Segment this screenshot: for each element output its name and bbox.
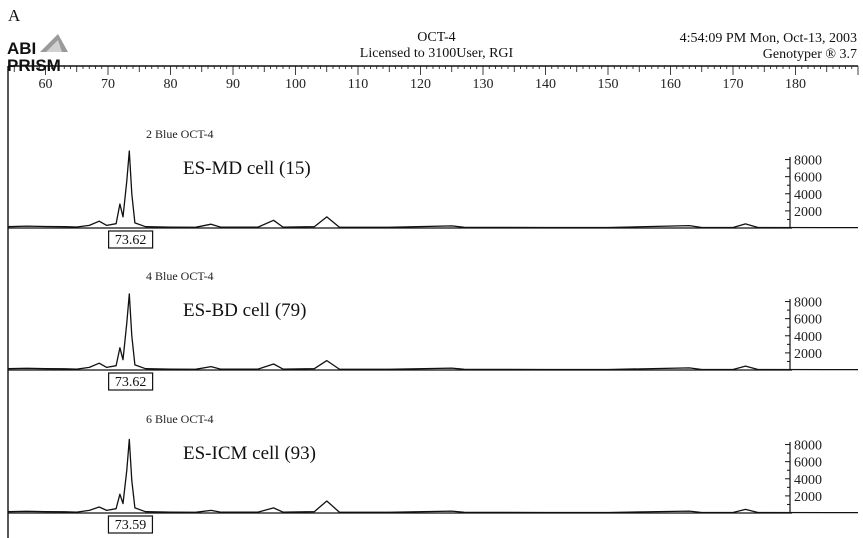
intensity-axis-label: 6000 <box>794 456 822 471</box>
peak-label-box <box>108 372 154 391</box>
intensity-axis-label: 8000 <box>794 154 822 169</box>
intensity-axis-label: 2000 <box>794 490 822 505</box>
intensity-axis-label: 2000 <box>794 205 822 220</box>
intensity-axis-label: 4000 <box>794 330 822 345</box>
header-meta: 4:54:09 PM Mon, Oct-13, 2003 Genotyper ®… <box>680 31 857 63</box>
sample-label: ES-BD cell (79) <box>183 300 306 321</box>
peak-label-box <box>108 230 154 249</box>
size-axis-label: 80 <box>164 77 178 92</box>
lanes: 2 Blue OCT-4 ES-MD cell (15) 73.62 2000 4000… <box>7 127 858 534</box>
intensity-axis-label: 2000 <box>794 347 822 362</box>
lane-1: 2 Blue OCT-4 ES-MD cell (15) 73.62 2000 4000… <box>7 127 858 249</box>
software-version: Genotyper ® 3.7 <box>762 47 857 62</box>
size-axis-label: 180 <box>785 77 806 92</box>
trace-line <box>7 293 858 371</box>
size-axis-label: 130 <box>473 77 494 92</box>
chart-header: OCT-4 Licensed to 3100User, RGI <box>0 30 863 62</box>
lane-3: 6 Blue OCT-4 ES-ICM cell (93) 73.59 2000 400… <box>7 412 858 534</box>
intensity-axis-label: 8000 <box>794 296 822 311</box>
timestamp: 4:54:09 PM Mon, Oct-13, 2003 <box>679 31 857 46</box>
sample-label: ES-ICM cell (93) <box>183 443 316 464</box>
intensity-axis-label: 6000 <box>794 313 822 328</box>
size-axis-label: 110 <box>348 77 368 92</box>
intensity-axis-label: 8000 <box>794 439 822 454</box>
lane-label: 6 Blue OCT-4 <box>146 412 214 426</box>
size-axis-label: 170 <box>723 77 744 92</box>
size-axis-label: 100 <box>285 77 306 92</box>
peak-label: 73.62 <box>115 375 147 390</box>
intensity-axis-label: 6000 <box>794 171 822 186</box>
size-axis-label: 120 <box>410 77 431 92</box>
lane-2: 4 Blue OCT-4 ES-BD cell (79) 73.62 2000 4000… <box>7 269 858 391</box>
size-axis: 60 70 80 90 100 110 120 130 140 150 160 170 180 <box>7 65 859 538</box>
intensity-axis-label: 4000 <box>794 473 822 488</box>
peak-label: 73.62 <box>115 233 147 248</box>
size-axis-label: 90 <box>226 77 240 92</box>
license-text: Licensed to 3100User, RGI <box>359 46 514 61</box>
trace-line <box>7 438 858 514</box>
peak-label-box <box>107 515 154 534</box>
lane-label: 2 Blue OCT-4 <box>146 127 214 141</box>
size-axis-label: 160 <box>660 77 681 92</box>
abi-prism-logo: ABI PRISM <box>7 34 68 74</box>
size-axis-label: 60 <box>39 77 53 92</box>
size-axis-label: 140 <box>535 77 556 92</box>
logo-text-abi: ABI <box>7 39 36 58</box>
sample-label: ES-MD cell (15) <box>183 158 311 179</box>
panel-letter: A <box>8 6 21 25</box>
size-axis-label: 150 <box>598 77 619 92</box>
trace-line <box>7 150 858 229</box>
size-axis-label: 70 <box>101 77 115 92</box>
peak-label: 73.59 <box>115 518 147 533</box>
intensity-axis-label: 4000 <box>794 188 822 203</box>
lane-label: 4 Blue OCT-4 <box>146 269 214 283</box>
chart-title: OCT-4 <box>417 30 456 45</box>
logo-text-prism: PRISM <box>7 56 61 74</box>
